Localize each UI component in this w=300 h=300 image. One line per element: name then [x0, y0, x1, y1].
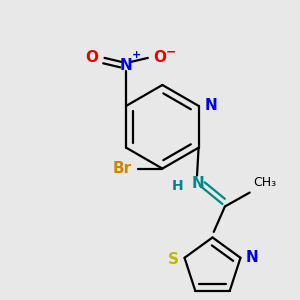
Text: S: S: [168, 252, 179, 267]
Text: Br: Br: [112, 161, 131, 176]
Text: O: O: [85, 50, 98, 65]
Text: −: −: [166, 46, 176, 59]
Text: +: +: [132, 50, 141, 60]
Text: CH₃: CH₃: [253, 176, 276, 188]
Text: N: N: [246, 250, 259, 265]
Text: H: H: [172, 179, 184, 193]
Text: N: N: [120, 58, 133, 73]
Text: N: N: [204, 98, 217, 113]
Text: N: N: [192, 176, 204, 191]
Text: O: O: [153, 50, 166, 65]
